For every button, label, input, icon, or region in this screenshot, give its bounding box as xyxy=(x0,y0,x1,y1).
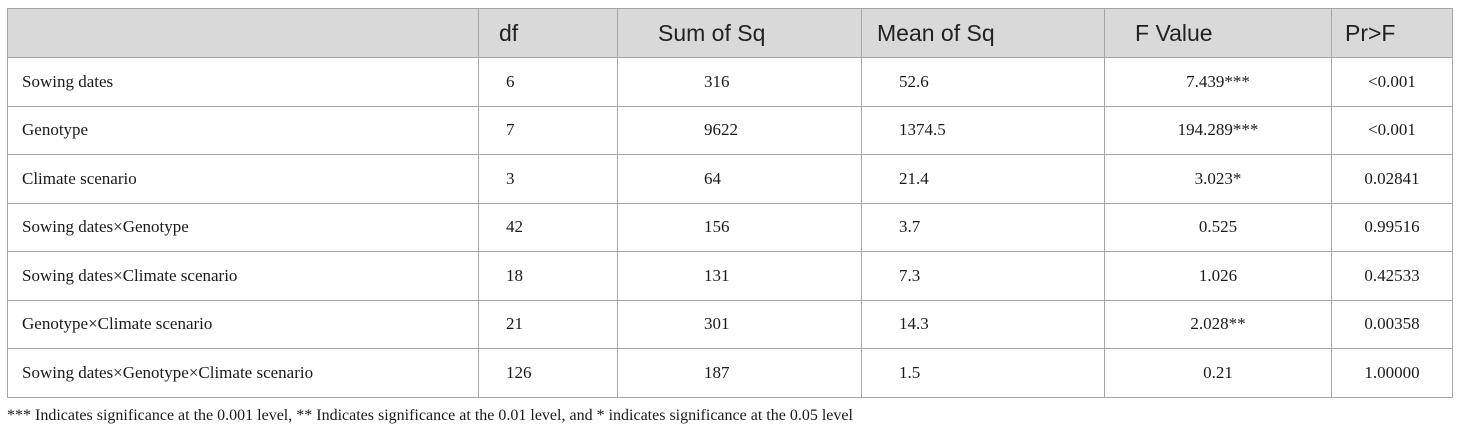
header-f-value: F Value xyxy=(1104,8,1332,58)
cell-p-value: 1.00000 xyxy=(1331,348,1453,398)
cell-mean-sq: 14.3 xyxy=(861,299,1105,349)
cell-f-value: 0.525 xyxy=(1104,202,1332,252)
table-body: Sowing dates 6 316 52.6 7.439*** <0.001 … xyxy=(7,57,1453,398)
cell-df: 7 xyxy=(478,105,618,155)
table-row: Sowing dates 6 316 52.6 7.439*** <0.001 xyxy=(7,57,1453,107)
cell-sum-sq: 187 xyxy=(617,348,862,398)
cell-df: 3 xyxy=(478,154,618,204)
cell-sum-sq: 9622 xyxy=(617,105,862,155)
cell-sum-sq: 64 xyxy=(617,154,862,204)
anova-table-container: df Sum of Sq Mean of Sq F Value Pr>F Sow… xyxy=(7,8,1453,398)
cell-mean-sq: 7.3 xyxy=(861,251,1105,301)
table-row: Sowing dates×Climate scenario 18 131 7.3… xyxy=(7,251,1453,301)
cell-p-value: <0.001 xyxy=(1331,105,1453,155)
cell-df: 21 xyxy=(478,299,618,349)
cell-f-value: 7.439*** xyxy=(1104,57,1332,107)
cell-sum-sq: 301 xyxy=(617,299,862,349)
table-row: Sowing dates×Genotype×Climate scenario 1… xyxy=(7,348,1453,398)
header-source xyxy=(7,8,479,58)
header-pr-f: Pr>F xyxy=(1331,8,1453,58)
cell-p-value: 0.99516 xyxy=(1331,202,1453,252)
cell-source: Climate scenario xyxy=(7,154,479,204)
table-row: Genotype×Climate scenario 21 301 14.3 2.… xyxy=(7,299,1453,349)
table-row: Sowing dates×Genotype 42 156 3.7 0.525 0… xyxy=(7,202,1453,252)
cell-f-value: 0.21 xyxy=(1104,348,1332,398)
anova-table: df Sum of Sq Mean of Sq F Value Pr>F Sow… xyxy=(7,8,1453,398)
cell-source: Sowing dates×Genotype xyxy=(7,202,479,252)
header-sum-of-sq: Sum of Sq xyxy=(617,8,862,58)
cell-source: Sowing dates×Genotype×Climate scenario xyxy=(7,348,479,398)
header-df: df xyxy=(478,8,618,58)
table-row: Genotype 7 9622 1374.5 194.289*** <0.001 xyxy=(7,105,1453,155)
cell-p-value: <0.001 xyxy=(1331,57,1453,107)
cell-source: Genotype×Climate scenario xyxy=(7,299,479,349)
cell-sum-sq: 131 xyxy=(617,251,862,301)
header-row: df Sum of Sq Mean of Sq F Value Pr>F xyxy=(7,8,1453,58)
cell-mean-sq: 1374.5 xyxy=(861,105,1105,155)
cell-df: 6 xyxy=(478,57,618,107)
cell-df: 42 xyxy=(478,202,618,252)
cell-p-value: 0.00358 xyxy=(1331,299,1453,349)
cell-f-value: 3.023* xyxy=(1104,154,1332,204)
cell-mean-sq: 1.5 xyxy=(861,348,1105,398)
cell-mean-sq: 52.6 xyxy=(861,57,1105,107)
cell-source: Sowing dates xyxy=(7,57,479,107)
cell-mean-sq: 21.4 xyxy=(861,154,1105,204)
cell-mean-sq: 3.7 xyxy=(861,202,1105,252)
cell-df: 126 xyxy=(478,348,618,398)
cell-p-value: 0.02841 xyxy=(1331,154,1453,204)
header-mean-of-sq: Mean of Sq xyxy=(861,8,1105,58)
cell-source: Genotype xyxy=(7,105,479,155)
cell-f-value: 2.028** xyxy=(1104,299,1332,349)
table-footnote: *** Indicates significance at the 0.001 … xyxy=(7,407,853,424)
cell-sum-sq: 316 xyxy=(617,57,862,107)
table-header: df Sum of Sq Mean of Sq F Value Pr>F xyxy=(7,8,1453,58)
cell-p-value: 0.42533 xyxy=(1331,251,1453,301)
cell-source: Sowing dates×Climate scenario xyxy=(7,251,479,301)
cell-df: 18 xyxy=(478,251,618,301)
table-row: Climate scenario 3 64 21.4 3.023* 0.0284… xyxy=(7,154,1453,204)
cell-f-value: 1.026 xyxy=(1104,251,1332,301)
cell-f-value: 194.289*** xyxy=(1104,105,1332,155)
cell-sum-sq: 156 xyxy=(617,202,862,252)
